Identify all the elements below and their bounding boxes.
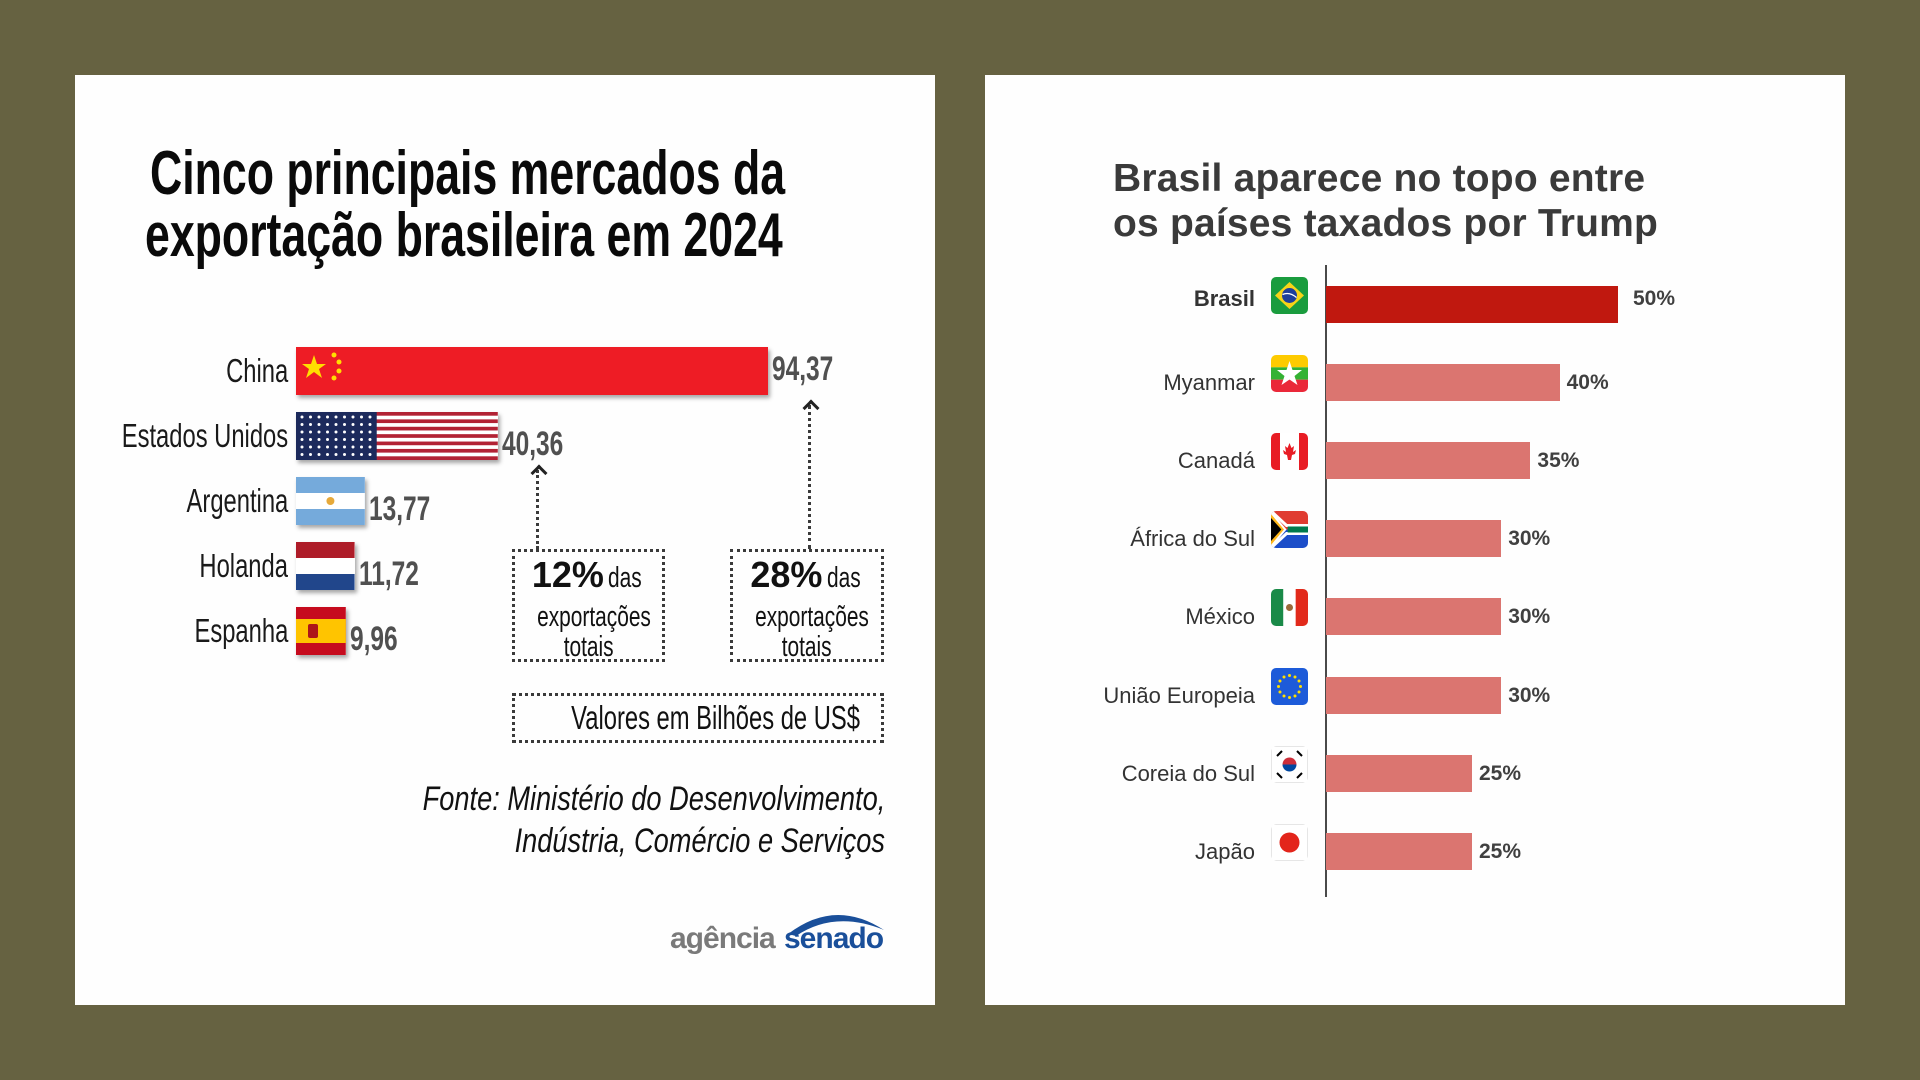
exports-title-line2: exportação brasileira em 2024 xyxy=(145,201,783,270)
bar xyxy=(1326,833,1472,870)
bar xyxy=(1326,598,1502,635)
annotation-connector-usa xyxy=(536,470,539,549)
source-line1: Fonte: Ministério do Desenvolvimento, xyxy=(422,780,885,818)
value-label: 25% xyxy=(1479,840,1522,863)
japan-flag-icon xyxy=(1271,824,1308,861)
annotation-connector-china xyxy=(808,405,811,549)
value-label: 40,36 xyxy=(501,425,564,463)
value-label: 50% xyxy=(1633,287,1676,310)
exports-infographic-panel: Cinco principais mercados da exportação … xyxy=(75,75,935,1005)
value-label: 25% xyxy=(1479,762,1522,785)
canada-flag-icon xyxy=(1271,433,1308,470)
country-label: Myanmar xyxy=(1163,370,1255,395)
spain-flag xyxy=(296,607,346,655)
country-label: União Europeia xyxy=(1103,683,1255,708)
country-label: Coreia do Sul xyxy=(1121,761,1255,786)
units-note: Valores em Bilhões de US$ xyxy=(512,693,884,743)
netherlands-flag xyxy=(296,542,355,590)
value-label: 30% xyxy=(1508,684,1551,707)
category-label: Argentina xyxy=(186,482,288,519)
bar xyxy=(1326,364,1560,401)
usa-flag xyxy=(296,412,498,460)
country-label: Canadá xyxy=(1177,448,1255,473)
category-label: Espanha xyxy=(194,612,288,649)
argentina-flag xyxy=(296,477,365,525)
eu-flag-icon xyxy=(1271,668,1308,705)
callout-usa-share: 12% das exportações totais xyxy=(512,549,665,662)
category-label: China xyxy=(225,352,288,389)
category-label: Holanda xyxy=(199,547,288,584)
south-korea-flag-icon xyxy=(1271,746,1308,783)
logo-senado-text: senado xyxy=(784,922,884,955)
agencia-senado-logo: agência senado xyxy=(670,900,890,960)
logo-arc-icon xyxy=(788,914,884,936)
bar xyxy=(1326,442,1531,479)
south-africa-flag-icon xyxy=(1271,511,1308,548)
country-label: Japão xyxy=(1195,839,1255,864)
bar xyxy=(1326,755,1472,792)
country-label: Brasil xyxy=(1193,286,1255,311)
value-label: 13,77 xyxy=(368,490,431,528)
tariffs-title-line1: Brasil aparece no topo entre xyxy=(1113,157,1646,200)
callout-china-share: 28% das exportações totais xyxy=(730,549,884,662)
chart-axis-line xyxy=(1325,265,1327,897)
exports-title-line1: Cinco principais mercados da xyxy=(150,139,786,208)
value-label: 94,37 xyxy=(771,350,834,388)
country-label: México xyxy=(1185,604,1255,629)
myanmar-flag-icon xyxy=(1271,355,1308,392)
mexico-flag-icon xyxy=(1271,589,1308,626)
brazil-flag-icon xyxy=(1271,277,1308,314)
value-label: 30% xyxy=(1508,527,1551,550)
bar xyxy=(1326,520,1502,557)
value-label: 11,72 xyxy=(358,555,419,593)
tariffs-title-line2: os países taxados por Trump xyxy=(1113,202,1659,245)
country-label: África do Sul xyxy=(1130,526,1255,551)
arrow-up-icon xyxy=(802,399,820,417)
china-flag xyxy=(296,347,768,395)
tariffs-infographic-panel: Brasil aparece no topo entre os países t… xyxy=(985,75,1845,1005)
value-label: 30% xyxy=(1508,605,1551,628)
bar xyxy=(1326,677,1502,714)
bar-highlight xyxy=(1326,286,1618,323)
value-label: 40% xyxy=(1566,371,1609,394)
source-line2: Indústria, Comércio e Serviços xyxy=(514,822,885,860)
category-label: Estados Unidos xyxy=(121,417,288,454)
value-label: 9,96 xyxy=(349,620,398,658)
logo-agencia-text: agência xyxy=(670,922,776,955)
value-label: 35% xyxy=(1537,449,1580,472)
